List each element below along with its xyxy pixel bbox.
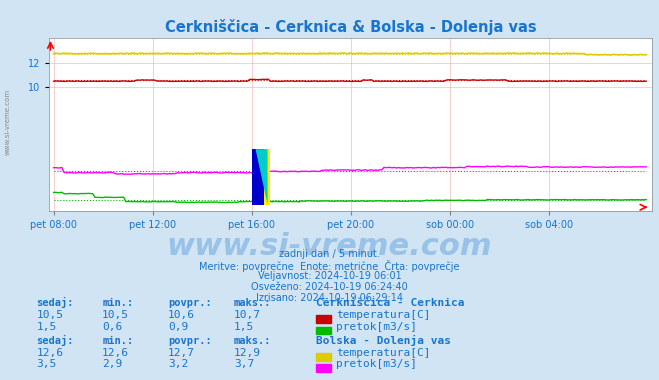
Title: Cerkniščica - Cerknica & Bolska - Dolenja vas: Cerkniščica - Cerknica & Bolska - Dolenj… <box>165 19 536 35</box>
Text: 12,7: 12,7 <box>168 348 195 358</box>
Text: 10,7: 10,7 <box>234 310 261 320</box>
Text: 3,2: 3,2 <box>168 359 188 369</box>
Text: 3,5: 3,5 <box>36 359 57 369</box>
Text: 12,6: 12,6 <box>102 348 129 358</box>
Text: 1,5: 1,5 <box>234 322 254 332</box>
Text: 10,6: 10,6 <box>168 310 195 320</box>
Text: Izrisano: 2024-10-19 06:29:14: Izrisano: 2024-10-19 06:29:14 <box>256 293 403 302</box>
Text: min.:: min.: <box>102 298 133 308</box>
Text: sedaj:: sedaj: <box>36 335 74 346</box>
Bar <box>264 149 270 205</box>
Text: 3,7: 3,7 <box>234 359 254 369</box>
Text: pretok[m3/s]: pretok[m3/s] <box>336 359 417 369</box>
Text: Osveženo: 2024-10-19 06:24:40: Osveženo: 2024-10-19 06:24:40 <box>251 282 408 292</box>
Text: 10,5: 10,5 <box>102 310 129 320</box>
Text: www.si-vreme.com: www.si-vreme.com <box>167 232 492 261</box>
Text: maks.:: maks.: <box>234 298 272 308</box>
Text: sedaj:: sedaj: <box>36 297 74 308</box>
Text: povpr.:: povpr.: <box>168 298 212 308</box>
Text: min.:: min.: <box>102 336 133 346</box>
Text: 0,6: 0,6 <box>102 322 123 332</box>
Polygon shape <box>256 149 268 205</box>
Text: povpr.:: povpr.: <box>168 336 212 346</box>
Text: Meritve: povprečne  Enote: metrične  Črta: povprečje: Meritve: povprečne Enote: metrične Črta:… <box>199 260 460 272</box>
Text: zadnji dan / 5 minut.: zadnji dan / 5 minut. <box>279 249 380 259</box>
Text: temperatura[C]: temperatura[C] <box>336 310 430 320</box>
Text: 12,9: 12,9 <box>234 348 261 358</box>
Text: 12,6: 12,6 <box>36 348 63 358</box>
Text: 10,5: 10,5 <box>36 310 63 320</box>
Text: 1,5: 1,5 <box>36 322 57 332</box>
Text: Cerkniščica - Cerknica: Cerkniščica - Cerknica <box>316 298 465 308</box>
Text: 2,9: 2,9 <box>102 359 123 369</box>
Text: Bolska - Dolenja vas: Bolska - Dolenja vas <box>316 335 451 346</box>
Bar <box>252 149 264 205</box>
Text: pretok[m3/s]: pretok[m3/s] <box>336 322 417 332</box>
Text: temperatura[C]: temperatura[C] <box>336 348 430 358</box>
Text: 0,9: 0,9 <box>168 322 188 332</box>
Text: maks.:: maks.: <box>234 336 272 346</box>
Text: Veljavnost: 2024-10-19 06:01: Veljavnost: 2024-10-19 06:01 <box>258 271 401 281</box>
Text: www.si-vreme.com: www.si-vreme.com <box>5 89 11 155</box>
